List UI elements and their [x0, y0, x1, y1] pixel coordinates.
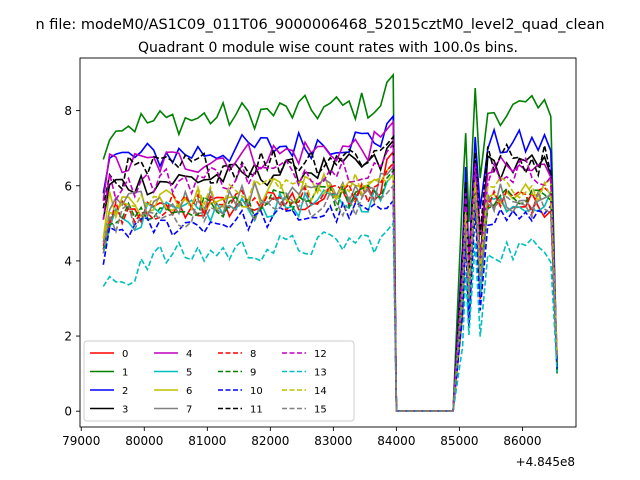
- x-axis-offset-label: +4.845e8: [516, 455, 575, 469]
- figure-suptitle: n file: modeM0/AS1C09_011T06_9000006468_…: [35, 17, 604, 33]
- series-line-12: [102, 142, 558, 412]
- y-tick-label: 0: [64, 405, 72, 419]
- x-tick-label: 81000: [188, 434, 226, 448]
- series-line-3: [102, 138, 558, 412]
- legend-label-14: 14: [314, 386, 327, 397]
- x-tick-label: 85000: [440, 434, 478, 448]
- legend-label-10: 10: [250, 386, 263, 397]
- legend-label-15: 15: [314, 405, 327, 416]
- legend-label-1: 1: [122, 368, 128, 379]
- legend-label-9: 9: [250, 368, 256, 379]
- legend-label-6: 6: [186, 386, 192, 397]
- legend-label-7: 7: [186, 405, 192, 416]
- x-tick-label: 84000: [377, 434, 415, 448]
- axes: 79000 80000 81000 82000 83000 84000 85000 86000…: [62, 57, 577, 448]
- axes-frame: [79, 57, 577, 428]
- legend-box: [83, 340, 355, 422]
- legend-label-4: 4: [186, 349, 192, 360]
- series-line-11: [102, 134, 558, 412]
- legend-label-3: 3: [122, 405, 128, 416]
- legend-label-13: 13: [314, 368, 327, 379]
- legend-label-11: 11: [250, 405, 263, 416]
- series-line-7: [102, 164, 558, 412]
- legend-label-5: 5: [186, 368, 192, 379]
- legend-label-8: 8: [250, 349, 256, 360]
- series-line-14: [102, 171, 558, 412]
- y-tick-label: 6: [64, 179, 72, 193]
- series-line-9: [102, 168, 558, 412]
- chart-title: Quadrant 0 module wise count rates with …: [138, 40, 518, 56]
- plot-area: [102, 72, 558, 412]
- series-line-13: [102, 221, 558, 412]
- x-tick-label: 86000: [503, 434, 541, 448]
- legend-label-2: 2: [122, 386, 128, 397]
- y-tick-label: 4: [64, 254, 72, 268]
- x-tick-label: 80000: [125, 434, 163, 448]
- y-tick-label: 8: [64, 104, 72, 118]
- series-line-15: [102, 183, 558, 412]
- series-line-10: [102, 198, 558, 412]
- x-tick-label: 82000: [251, 434, 289, 448]
- x-tick-label: 83000: [314, 434, 352, 448]
- series-line-1: [102, 72, 558, 412]
- y-tick-label: 2: [64, 330, 72, 344]
- x-tick-label: 79000: [62, 434, 100, 448]
- legend-label-12: 12: [314, 349, 327, 360]
- legend-label-0: 0: [122, 349, 128, 360]
- series-line-4: [102, 119, 558, 412]
